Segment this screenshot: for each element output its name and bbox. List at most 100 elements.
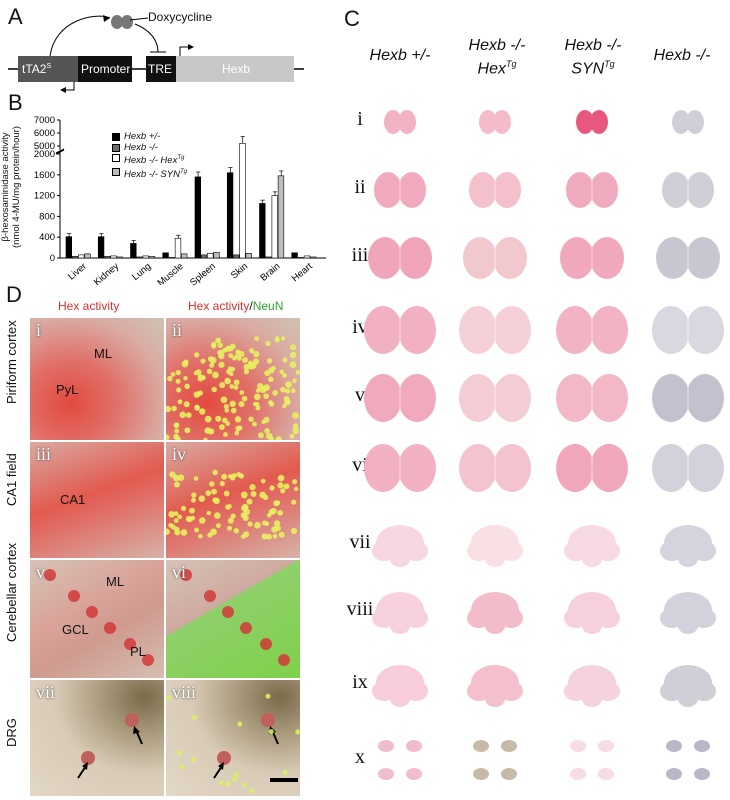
region-label-ml-cerebellum: ML: [106, 574, 125, 589]
neun-dot: [224, 408, 230, 413]
micrograph-ii: [166, 318, 300, 440]
neun-dot: [274, 337, 280, 343]
neun-dot: [273, 520, 281, 527]
neun-dot: [179, 764, 185, 770]
neun-dot: [279, 369, 285, 375]
neun-dot: [169, 471, 176, 478]
neun-dot: [229, 384, 235, 389]
slice-row-label: iv: [352, 316, 368, 338]
brain-slice: [372, 592, 428, 634]
bar: [265, 256, 272, 259]
neun-dot: [177, 514, 183, 520]
neun-dot: [263, 384, 270, 391]
micrograph-vi: [166, 560, 300, 678]
neun-dot: [295, 369, 300, 375]
neun-dot: [193, 352, 200, 358]
panel-a-letter: A: [8, 4, 23, 29]
y-tick-label: 7000: [34, 115, 55, 126]
bar: [168, 257, 175, 259]
promoter-label: Promoter: [81, 62, 131, 76]
neun-dot: [224, 377, 231, 385]
brain-slice: [564, 665, 620, 707]
neun-dot: [231, 776, 237, 782]
neun-dot: [249, 348, 255, 354]
neun-dot: [228, 353, 234, 359]
neun-dot: [227, 517, 234, 524]
neun-dot: [292, 378, 297, 384]
neun-dot: [175, 369, 181, 376]
neun-dot: [268, 376, 274, 383]
promoter-box: [78, 56, 132, 82]
neun-dot: [271, 526, 278, 533]
neun-dot: [263, 416, 270, 423]
neun-dot: [225, 781, 231, 787]
bar: [110, 255, 117, 259]
neun-dot: [214, 512, 221, 519]
neun-dot: [273, 500, 280, 507]
bar: [130, 243, 137, 259]
neun-dot: [233, 771, 239, 777]
brain-slice: [459, 374, 531, 422]
tta2-label: tTA2S: [22, 62, 52, 76]
brain-slice: [660, 592, 716, 634]
neun-dot: [250, 490, 257, 498]
header-hex-neun: Hex activity/NeuN: [188, 299, 284, 313]
neun-dot: [185, 412, 192, 418]
bar: [71, 256, 79, 259]
bar: [148, 256, 156, 259]
neun-dot: [280, 488, 286, 494]
neun-dot: [215, 337, 222, 344]
neun-dot: [269, 436, 274, 440]
neun-dot: [197, 390, 203, 396]
neun-dot: [184, 383, 190, 390]
neun-dot: [234, 430, 240, 436]
neun-dot: [254, 336, 260, 342]
neun-dot: [184, 427, 191, 434]
neun-dot: [166, 695, 172, 701]
neun-dot: [200, 358, 206, 364]
neun-dot: [281, 403, 287, 409]
brain-slice: [364, 306, 436, 354]
brain-slice: [374, 172, 426, 208]
neun-dot: [223, 432, 228, 438]
bar: [116, 256, 123, 259]
neun-dot: [263, 393, 270, 399]
neun-dot: [190, 515, 196, 521]
bar: [207, 253, 214, 259]
slice-row-label: viii: [346, 598, 374, 620]
neun-dot: [217, 342, 223, 348]
neun-dot: [175, 378, 181, 384]
neun-dot: [194, 404, 200, 411]
neun-dot: [292, 479, 298, 485]
bar: [271, 195, 278, 259]
bar: [213, 251, 220, 259]
neun-dot: [191, 715, 197, 721]
brain-slice: [467, 525, 523, 567]
x-tick-label: Skin: [229, 261, 250, 281]
neun-dot: [290, 388, 296, 394]
neun-dot: [183, 376, 188, 381]
neun-dot: [275, 436, 282, 440]
neun-dot: [283, 483, 290, 490]
brain-slice: [652, 444, 724, 492]
slice-row-label: ii: [354, 176, 366, 198]
neun-dot: [247, 363, 255, 370]
neun-dot: [179, 411, 187, 419]
slice-row-label: vi: [352, 454, 368, 476]
brain-slice: [660, 665, 716, 707]
brain-slice: [469, 172, 521, 208]
neun-dot: [210, 528, 217, 536]
column-header: Hexb -/-: [653, 47, 711, 64]
neun-dot: [226, 525, 233, 531]
brain-slice: [556, 374, 628, 422]
neun-dot: [229, 400, 236, 407]
neun-dot: [190, 497, 196, 503]
neun-dot: [206, 510, 211, 516]
neun-dot: [240, 534, 246, 539]
purkinje-cell: [222, 606, 234, 618]
brain-slice: [556, 444, 628, 492]
neun-dot: [230, 407, 237, 414]
drg-neuron: [81, 751, 95, 765]
neun-dot: [212, 497, 218, 503]
neun-dot: [206, 368, 213, 375]
